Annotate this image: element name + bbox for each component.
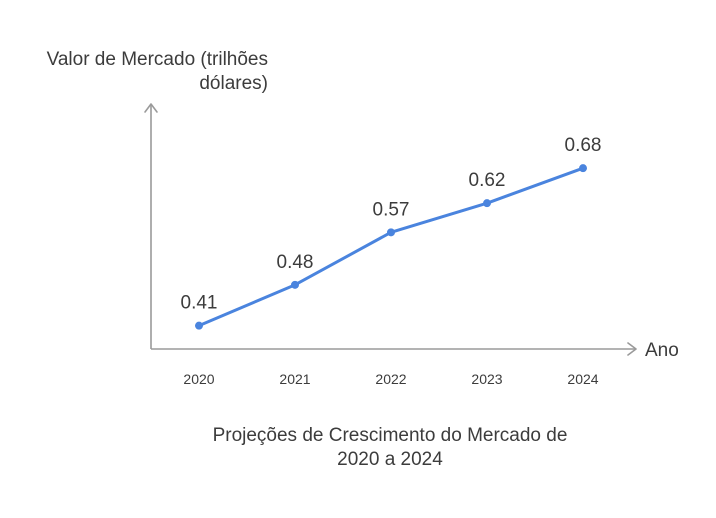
data-point: [291, 280, 299, 289]
x-tick-label: 2021: [279, 371, 310, 387]
data-label: 0.68: [565, 135, 602, 156]
x-tick-labels: 2020 2021 2022 2023 2024: [183, 371, 598, 387]
data-point: [579, 164, 587, 173]
data-point: [387, 228, 395, 237]
x-tick-label: 2022: [375, 371, 406, 387]
x-tick-label: 2024: [567, 371, 598, 387]
series-line-path: [197, 166, 585, 328]
axes: Ano: [144, 103, 679, 361]
data-label: 0.41: [181, 293, 218, 314]
x-tick-label: 2023: [471, 371, 502, 387]
x-axis-label: Ano: [645, 340, 679, 361]
y-axis-label: Valor de Mercado (trilhões dólares): [46, 49, 268, 94]
data-point: [195, 321, 203, 330]
data-label: 0.57: [373, 199, 410, 220]
data-labels: 0.41 0.48 0.57 0.62 0.68: [181, 135, 602, 313]
data-point: [483, 199, 491, 208]
data-label: 0.62: [469, 170, 506, 191]
x-axis-arrow: [627, 342, 637, 356]
x-tick-label: 2020: [183, 371, 214, 387]
chart-title: Projeções de Crescimento do Mercado de 2…: [212, 425, 568, 470]
data-label: 0.48: [277, 252, 314, 273]
series-line: [197, 166, 585, 328]
y-axis-arrow: [144, 103, 158, 113]
data-points: [195, 164, 587, 330]
